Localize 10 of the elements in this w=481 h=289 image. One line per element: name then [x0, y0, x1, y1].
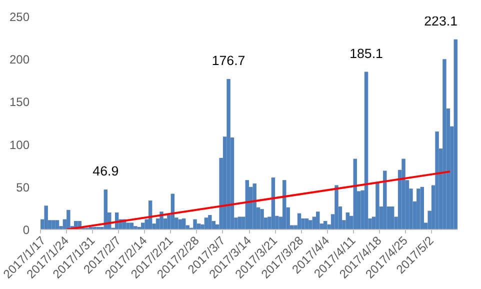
y-tick-label: 150	[9, 95, 30, 110]
y-tick-label: 0	[22, 223, 30, 237]
annotation: 176.7	[212, 52, 246, 68]
annotation: 46.9	[92, 164, 119, 179]
annotation: 185.1	[350, 46, 383, 61]
y-tick-label: 200	[9, 52, 30, 67]
y-tick-label: 250	[9, 10, 30, 24]
y-tick-label: 50	[16, 180, 30, 194]
y-tick-label: 100	[9, 138, 30, 152]
annotation: 223.1	[424, 13, 458, 28]
